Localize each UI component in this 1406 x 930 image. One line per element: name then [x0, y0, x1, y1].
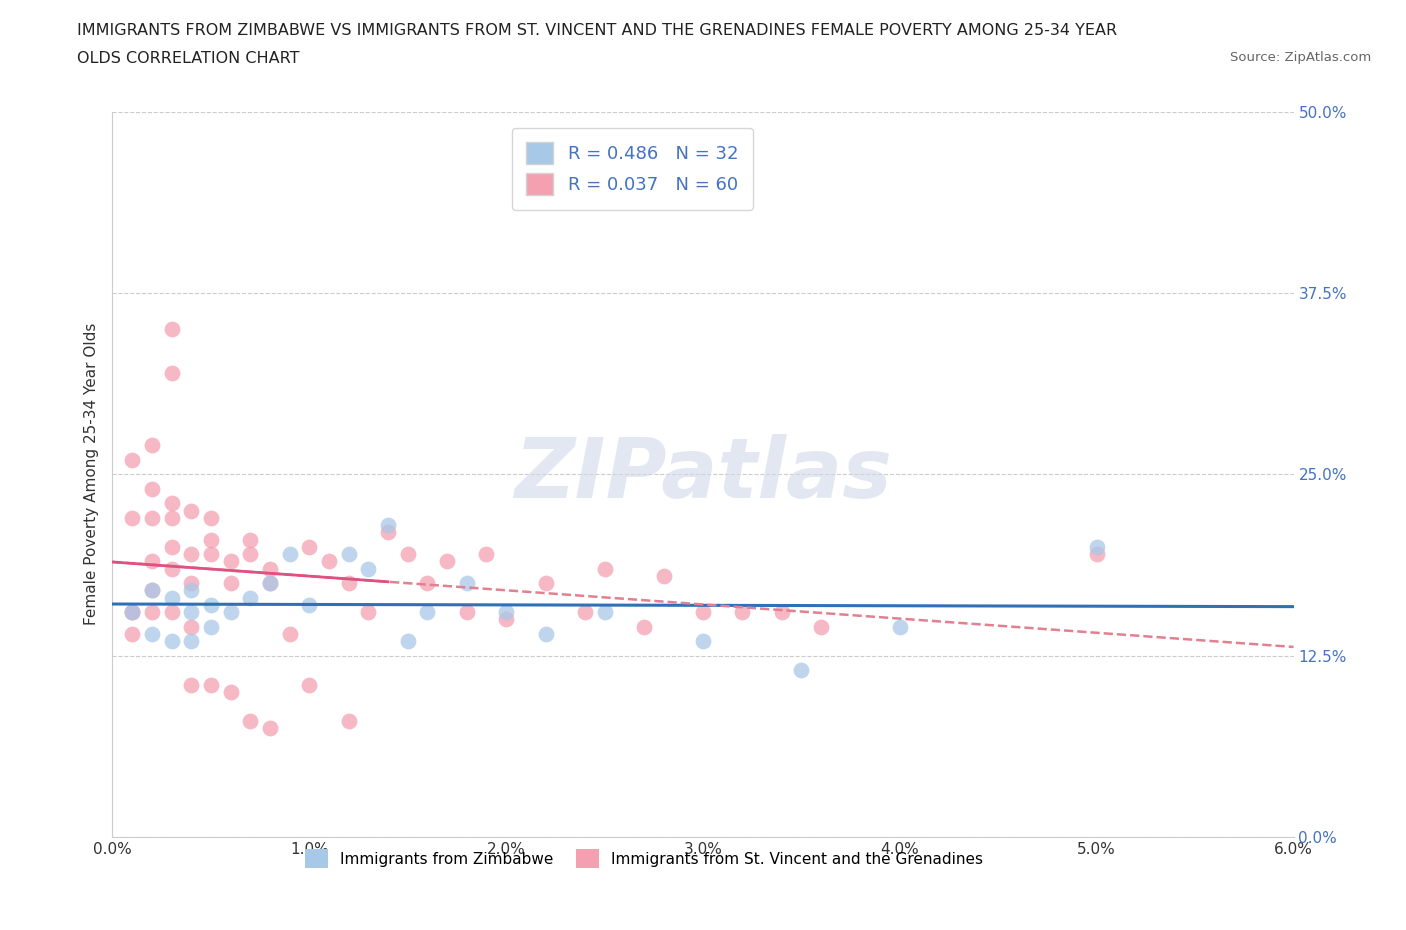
Point [180, 547, 202, 562]
Point [1085, 547, 1108, 562]
Point [574, 604, 596, 619]
Point [337, 576, 360, 591]
Point [337, 713, 360, 728]
Point [652, 568, 675, 583]
Point [160, 365, 183, 380]
Point [200, 677, 222, 692]
Point [298, 597, 321, 612]
Point [456, 604, 478, 619]
Point [889, 619, 911, 634]
Point [141, 627, 163, 642]
Point [180, 633, 202, 648]
Point [357, 561, 380, 576]
Point [298, 539, 321, 554]
Point [495, 612, 517, 627]
Point [141, 583, 163, 598]
Text: Source: ZipAtlas.com: Source: ZipAtlas.com [1230, 51, 1371, 64]
Point [259, 576, 281, 591]
Point [436, 554, 458, 569]
Point [593, 604, 616, 619]
Point [534, 576, 557, 591]
Point [298, 677, 321, 692]
Point [141, 554, 163, 569]
Point [180, 619, 202, 634]
Point [141, 604, 163, 619]
Point [160, 539, 183, 554]
Point [259, 576, 281, 591]
Point [593, 561, 616, 576]
Legend: Immigrants from Zimbabwe, Immigrants from St. Vincent and the Grenadines: Immigrants from Zimbabwe, Immigrants fro… [292, 837, 995, 880]
Point [239, 532, 262, 547]
Point [121, 604, 143, 619]
Point [456, 576, 478, 591]
Text: OLDS CORRELATION CHART: OLDS CORRELATION CHART [77, 51, 299, 66]
Point [180, 604, 202, 619]
Point [633, 619, 655, 634]
Point [160, 496, 183, 511]
Point [534, 627, 557, 642]
Point [200, 619, 222, 634]
Point [318, 554, 340, 569]
Point [239, 591, 262, 605]
Point [121, 511, 143, 525]
Point [219, 576, 242, 591]
Point [160, 633, 183, 648]
Point [396, 633, 419, 648]
Point [416, 604, 439, 619]
Point [180, 583, 202, 598]
Point [141, 482, 163, 497]
Point [495, 604, 517, 619]
Point [200, 532, 222, 547]
Point [121, 452, 143, 467]
Point [475, 547, 498, 562]
Point [357, 604, 380, 619]
Point [200, 511, 222, 525]
Point [160, 604, 183, 619]
Point [160, 322, 183, 337]
Point [219, 684, 242, 699]
Point [692, 633, 714, 648]
Point [121, 604, 143, 619]
Y-axis label: Female Poverty Among 25-34 Year Olds: Female Poverty Among 25-34 Year Olds [83, 323, 98, 626]
Point [278, 627, 301, 642]
Point [141, 438, 163, 453]
Point [160, 561, 183, 576]
Point [377, 518, 399, 533]
Point [239, 547, 262, 562]
Point [770, 604, 793, 619]
Text: ZIPatlas: ZIPatlas [515, 433, 891, 515]
Point [160, 511, 183, 525]
Point [337, 547, 360, 562]
Point [180, 677, 202, 692]
Point [790, 663, 813, 678]
Point [259, 721, 281, 736]
Point [259, 561, 281, 576]
Text: IMMIGRANTS FROM ZIMBABWE VS IMMIGRANTS FROM ST. VINCENT AND THE GRENADINES FEMAL: IMMIGRANTS FROM ZIMBABWE VS IMMIGRANTS F… [77, 23, 1118, 38]
Point [121, 604, 143, 619]
Point [141, 511, 163, 525]
Point [416, 576, 439, 591]
Point [219, 604, 242, 619]
Point [810, 619, 832, 634]
Point [1085, 539, 1108, 554]
Point [692, 604, 714, 619]
Point [731, 604, 754, 619]
Point [396, 547, 419, 562]
Point [121, 627, 143, 642]
Point [377, 525, 399, 539]
Point [160, 591, 183, 605]
Point [219, 554, 242, 569]
Point [200, 597, 222, 612]
Point [180, 503, 202, 518]
Point [278, 547, 301, 562]
Point [141, 583, 163, 598]
Point [200, 547, 222, 562]
Point [180, 576, 202, 591]
Point [239, 713, 262, 728]
